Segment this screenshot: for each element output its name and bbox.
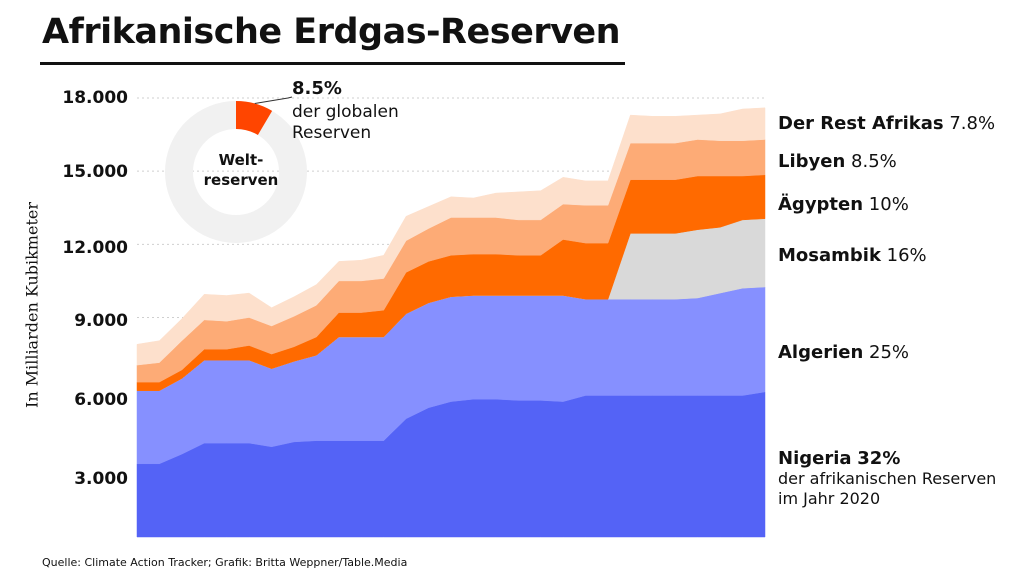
legend-share: 8.5%	[851, 151, 897, 172]
legend-name: Nigeria	[778, 448, 852, 469]
legend-aegypten: Ägypten 10%	[778, 194, 909, 215]
legend-nigeria: Nigeria 32% der afrikanischen Reserven i…	[778, 448, 1008, 509]
legend-libyen: Libyen 8.5%	[778, 151, 897, 172]
legend-name: Der Rest Afrikas	[778, 113, 944, 134]
legend-rest-africa: Der Rest Afrikas 7.8%	[778, 113, 995, 134]
title-underline	[40, 62, 625, 65]
legend-name: Ägypten	[778, 194, 864, 215]
legend-share: 7.8%	[949, 113, 996, 134]
y-tick-label: 6.000	[74, 390, 128, 410]
legend-mosambik: Mosambik 16%	[778, 245, 927, 266]
legend-algerien: Algerien 25%	[778, 342, 909, 363]
donut-leader-line	[254, 96, 293, 105]
y-tick-label: 12.000	[62, 238, 128, 258]
legend-share: 16%	[886, 245, 927, 266]
chart-title: Afrikanische Erdgas-Reserven	[42, 12, 621, 52]
donut-center-label: Welt- reserven	[193, 150, 289, 190]
donut-center-line2: reserven	[203, 171, 279, 189]
donut-share-label: 8.5%	[292, 78, 342, 99]
donut-share-text: der globalen Reserven	[292, 102, 399, 143]
y-tick-label: 3.000	[74, 469, 128, 489]
world-reserves-donut	[165, 96, 307, 243]
legend-share: 32%	[857, 448, 901, 469]
donut-center-line1: Welt-	[218, 151, 264, 169]
legend-share: 25%	[869, 342, 910, 363]
legend-share: 10%	[868, 194, 909, 215]
legend-name: Algerien	[778, 342, 864, 363]
legend-note: der afrikanischen Reserven im Jahr 2020	[778, 469, 997, 508]
area-layer	[136, 107, 766, 538]
y-tick-label: 18.000	[62, 88, 128, 108]
legend-name: Mosambik	[778, 245, 881, 266]
area-der-rest-afrikas	[136, 107, 766, 366]
y-tick-label: 9.000	[74, 311, 128, 331]
y-tick-label: 15.000	[62, 162, 128, 182]
source-credit: Quelle: Climate Action Tracker; Grafik: …	[42, 556, 408, 569]
legend-name: Libyen	[778, 151, 846, 172]
donut-share-slice	[236, 101, 273, 135]
